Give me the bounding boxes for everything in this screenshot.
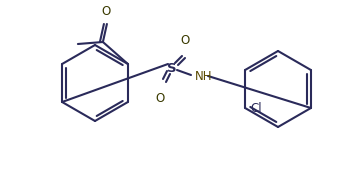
- Text: O: O: [156, 92, 165, 105]
- Text: S: S: [167, 62, 177, 75]
- Text: NH: NH: [195, 70, 212, 83]
- Text: Cl: Cl: [250, 102, 262, 115]
- Text: O: O: [101, 5, 111, 18]
- Text: O: O: [180, 34, 190, 47]
